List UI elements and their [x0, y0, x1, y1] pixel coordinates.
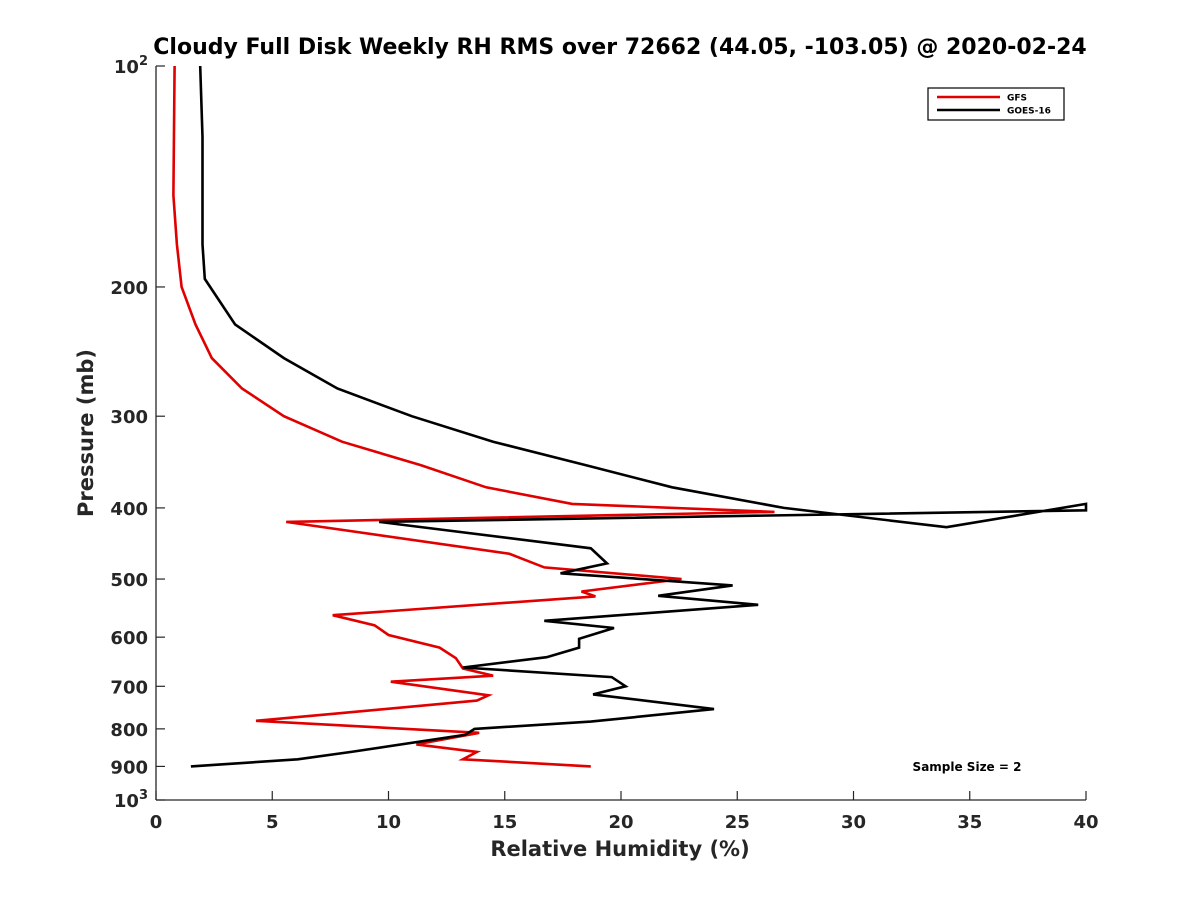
y-axis-label: Pressure (mb) — [74, 349, 98, 517]
chart-title: Cloudy Full Disk Weekly RH RMS over 7266… — [153, 35, 1086, 60]
x-tick-label: 40 — [1073, 812, 1098, 833]
y-tick-label: 103 — [114, 788, 148, 812]
legend-label-goes-16: GOES-16 — [1007, 107, 1051, 117]
x-tick-label: 25 — [725, 812, 750, 833]
x-tick-label: 0 — [150, 812, 163, 833]
y-tick-label: 700 — [110, 677, 148, 698]
series-line-goes-16 — [190, 65, 1088, 768]
sample-size-annotation: Sample Size = 2 — [913, 760, 1022, 774]
legend-box — [927, 87, 1065, 121]
legend-label-gfs: GFS — [1007, 94, 1027, 104]
plot-area: 0 5 10 15 20 25 30 35 40 102 200 300 400 500 600 700 800… — [110, 54, 1098, 833]
x-axis-label: Relative Humidity (%) — [490, 837, 749, 861]
y-tick-label: 800 — [110, 720, 148, 741]
y-tick-label: 500 — [110, 570, 148, 591]
y-tick-label: 900 — [110, 757, 148, 778]
y-tick-label: 200 — [110, 278, 148, 299]
y-tick-label: 400 — [110, 499, 148, 520]
x-tick-label: 35 — [957, 812, 982, 833]
x-tick-label: 15 — [492, 812, 517, 833]
y-tick-label: 600 — [110, 628, 148, 649]
y-tick-label: 102 — [114, 54, 148, 78]
y-tick-label: 300 — [110, 407, 148, 428]
x-tick-label: 10 — [376, 812, 401, 833]
x-tick-label: 20 — [608, 812, 633, 833]
series-line-gfs — [172, 65, 775, 768]
x-tick-label: 5 — [266, 812, 279, 833]
x-tick-label: 30 — [841, 812, 866, 833]
legend: GFS GOES-16 — [927, 87, 1065, 121]
